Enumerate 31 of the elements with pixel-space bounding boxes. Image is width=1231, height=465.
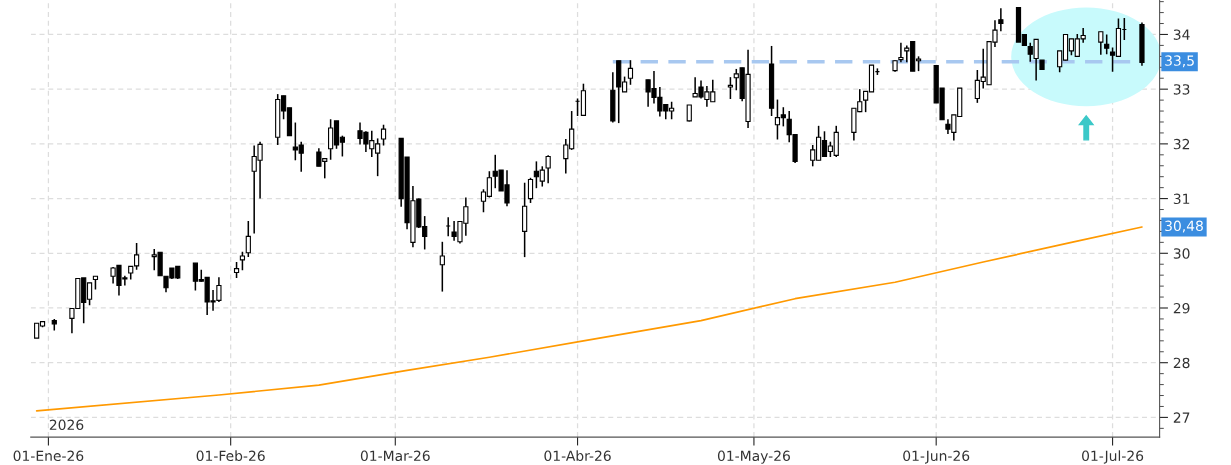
y-tick-label: 34 [1173,29,1190,40]
y-tick-label: 28 [1173,357,1190,369]
x-tick-label: 01-Feb-26 [196,450,265,462]
y-tick-label: 33 [1173,84,1190,95]
data-label: 30,48 [1165,220,1203,233]
x-tick-label: 01-Jun-26 [903,450,970,464]
candlestick [239,250,246,272]
y-tick-label: 31 [1173,193,1190,205]
x-tick-label: 01-Mar-26 [360,450,430,462]
y-tick-label: 27 [1173,412,1190,423]
candlestick [545,154,551,185]
candlestick [898,41,904,64]
candlestick [998,7,1004,32]
y-tick-label: 29 [1173,302,1190,314]
x-tick-label: 01-Abr-26 [544,450,611,462]
candlestick [1098,30,1104,56]
candlestick [245,220,251,258]
candlestick [1104,33,1110,55]
x-tick-label: 01-Ene-26 [13,450,84,462]
candlestick [439,241,445,293]
candlestick [727,76,734,100]
annotation: 2026 [49,419,84,431]
x-tick-label: 01-Jul-26 [1082,450,1144,464]
line-series [35,226,1143,412]
y-tick-label: 30 [1173,248,1190,259]
candlestick [380,123,387,147]
y-tick-label: 32 [1173,138,1190,150]
data-label: 33,5 [1165,55,1194,68]
candlestick [627,59,634,86]
x-tick-label: 01-May-26 [717,450,790,464]
candlestick [527,177,534,204]
